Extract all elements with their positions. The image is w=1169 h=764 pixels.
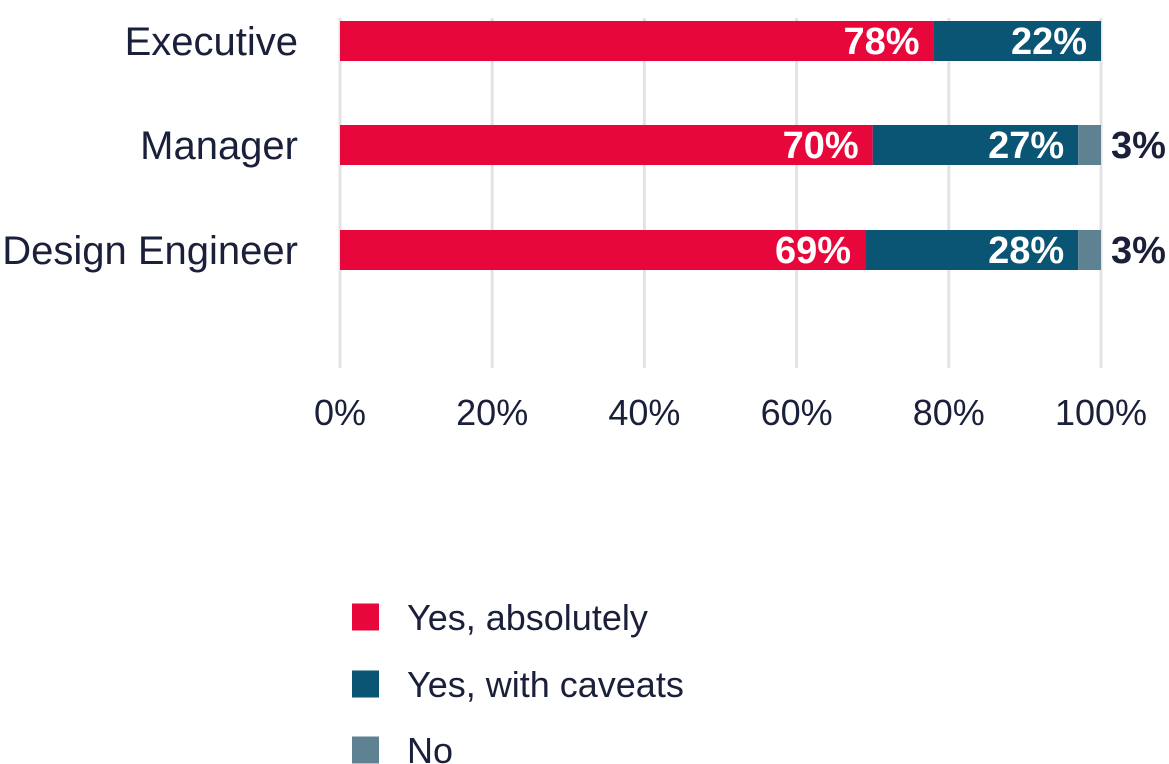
x-tick-label-3: 60% bbox=[761, 392, 833, 433]
x-axis-tick-labels: 0% 20% 40% 60% 80% 100% bbox=[314, 392, 1147, 433]
data-label-2-0: 69% bbox=[775, 230, 851, 272]
data-label-1-0: 70% bbox=[783, 125, 859, 167]
category-label-1: Manager bbox=[140, 124, 298, 168]
bar-2-0 bbox=[340, 230, 866, 270]
legend-swatch-1 bbox=[352, 670, 379, 698]
category-label-0: Executive bbox=[125, 20, 298, 64]
data-label-2-2: 3% bbox=[1111, 230, 1166, 272]
data-label-1-2: 3% bbox=[1111, 125, 1166, 167]
x-tick-label-4: 80% bbox=[913, 392, 985, 433]
bar-2-2 bbox=[1078, 230, 1101, 270]
bar-0-1 bbox=[933, 21, 1101, 61]
x-tick-label-5: 100% bbox=[1055, 392, 1147, 433]
legend-swatch-0 bbox=[352, 603, 379, 631]
x-tick-label-1: 20% bbox=[456, 392, 528, 433]
data-label-0-0: 78% bbox=[844, 21, 920, 63]
data-labels: 78% 22% 70% 27% 3% 69% 28% 3% bbox=[775, 21, 1166, 272]
legend: Yes, absolutely Yes, with caveats No bbox=[352, 597, 684, 764]
bar-2-1 bbox=[865, 230, 1079, 270]
data-label-2-1: 28% bbox=[988, 230, 1064, 272]
bar-0-0 bbox=[340, 21, 934, 61]
x-tick-label-0: 0% bbox=[314, 392, 366, 433]
legend-label-0: Yes, absolutely bbox=[407, 597, 648, 638]
data-label-1-1: 27% bbox=[988, 125, 1064, 167]
legend-label-2: No bbox=[407, 730, 453, 764]
data-label-0-1: 22% bbox=[1011, 21, 1087, 63]
gridlines bbox=[338, 18, 1103, 368]
bar-1-0 bbox=[340, 125, 873, 165]
legend-swatch-2 bbox=[352, 736, 379, 764]
category-label-2: Design Engineer bbox=[2, 229, 298, 273]
bars bbox=[340, 21, 1101, 270]
bar-1-2 bbox=[1078, 125, 1101, 165]
category-labels: Executive Manager Design Engineer bbox=[2, 20, 298, 273]
legend-label-1: Yes, with caveats bbox=[407, 664, 684, 705]
bar-1-1 bbox=[872, 125, 1079, 165]
x-tick-label-2: 40% bbox=[608, 392, 680, 433]
